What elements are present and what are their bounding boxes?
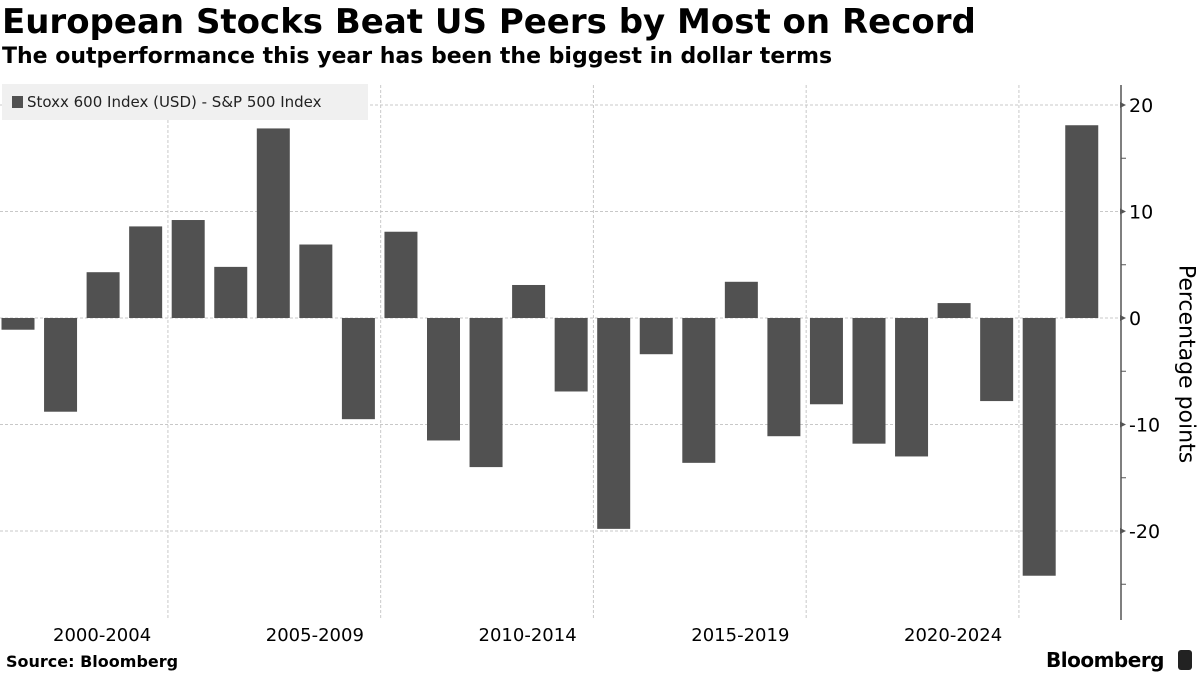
bar bbox=[724, 281, 758, 318]
chart-title: European Stocks Beat US Peers by Most on… bbox=[2, 2, 976, 42]
source-note: Source: Bloomberg bbox=[6, 652, 179, 671]
chart-subtitle: The outperformance this year has been th… bbox=[2, 44, 833, 69]
legend: Stoxx 600 Index (USD) - S&P 500 Index bbox=[2, 84, 368, 120]
bar bbox=[341, 318, 375, 420]
bar bbox=[1065, 125, 1099, 318]
bar bbox=[129, 226, 163, 318]
bar bbox=[809, 318, 843, 405]
y-tick-marker bbox=[1120, 528, 1126, 534]
y-tick-label: 10 bbox=[1129, 202, 1153, 224]
bar bbox=[171, 220, 205, 318]
bloomberg-icon bbox=[1178, 650, 1192, 670]
bar bbox=[86, 272, 120, 318]
bar bbox=[214, 266, 248, 318]
bar bbox=[1, 318, 35, 330]
bar bbox=[44, 318, 78, 412]
bar bbox=[980, 318, 1014, 402]
x-tick-label: 2010-2014 bbox=[479, 625, 577, 646]
y-tick-marker bbox=[1120, 208, 1126, 215]
bar bbox=[469, 318, 503, 468]
bar bbox=[852, 318, 886, 444]
bar bbox=[937, 303, 971, 318]
bar bbox=[767, 318, 801, 437]
bar bbox=[384, 231, 418, 318]
bar bbox=[597, 318, 631, 529]
bar bbox=[427, 318, 460, 441]
y-tick-marker bbox=[1120, 315, 1126, 321]
bar bbox=[639, 318, 673, 355]
legend-label: Stoxx 600 Index (USD) - S&P 500 Index bbox=[27, 93, 322, 111]
y-tick-label: 20 bbox=[1129, 95, 1153, 117]
y-axis-label: Percentage points bbox=[1173, 264, 1199, 464]
bar bbox=[1022, 318, 1056, 576]
bar bbox=[682, 318, 716, 463]
x-tick-label: 2015-2019 bbox=[691, 625, 789, 646]
y-tick-marker bbox=[1120, 102, 1126, 108]
bar bbox=[895, 318, 929, 457]
legend-swatch bbox=[12, 96, 23, 108]
x-tick-label: 2020-2024 bbox=[904, 625, 1002, 646]
y-tick-label: -20 bbox=[1129, 521, 1160, 543]
bar bbox=[554, 318, 588, 392]
x-tick-label: 2005-2009 bbox=[266, 625, 364, 646]
bar bbox=[512, 284, 546, 318]
y-tick-label: -10 bbox=[1129, 415, 1160, 437]
y-tick-marker bbox=[1120, 421, 1126, 428]
bar bbox=[256, 128, 290, 318]
x-tick-label: 2000-2004 bbox=[53, 625, 151, 646]
bloomberg-logo: Bloomberg bbox=[1046, 648, 1164, 672]
y-tick-label: 0 bbox=[1129, 308, 1141, 330]
bar bbox=[299, 244, 333, 318]
